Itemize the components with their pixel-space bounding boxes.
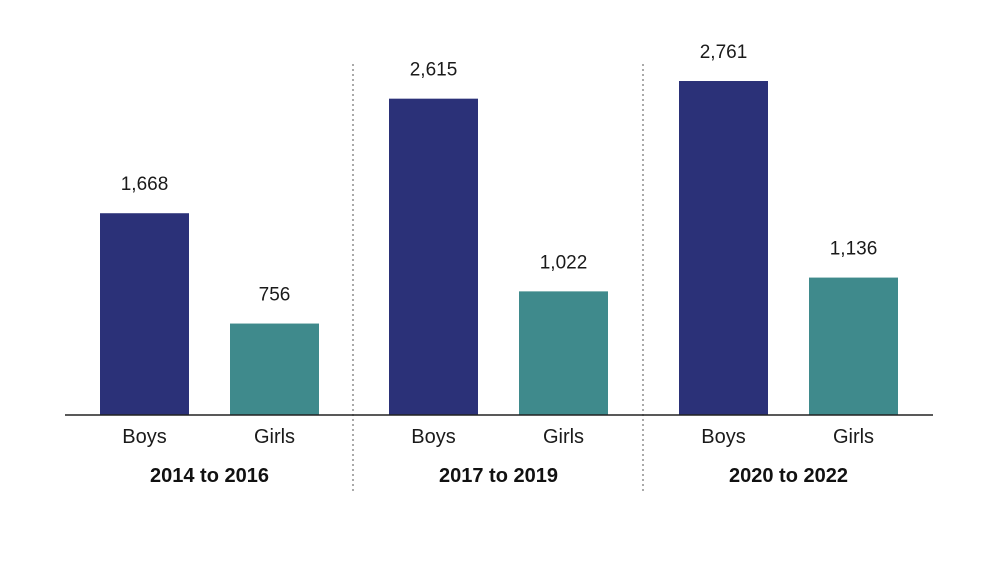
group-label-3: 2020 to 2022 [729,465,848,487]
bars-layer [100,81,898,416]
value-label-boys-group-2: 2,615 [410,60,458,81]
group-label-1: 2014 to 2016 [150,465,269,487]
labels-layer: 1,668 Boys 756 Girls 2014 to 2016 2,615 Boys 1,… [121,42,878,487]
category-label-girls-group-2: Girls [543,426,584,448]
category-label-boys-group-1: Boys [122,426,166,448]
value-label-girls-group-1: 756 [259,285,291,306]
bar-girls-group-3 [809,277,898,415]
bar-girls-group-1 [230,323,319,415]
category-label-boys-group-2: Boys [411,426,455,448]
dividers-layer [352,64,644,493]
value-label-boys-group-3: 2,761 [700,42,748,63]
group-label-2: 2017 to 2019 [439,465,558,487]
value-label-girls-group-2: 1,022 [540,252,588,273]
bar-boys-group-2 [389,98,478,415]
value-label-girls-group-3: 1,136 [830,239,878,260]
category-label-boys-group-3: Boys [701,426,745,448]
bar-girls-group-2 [519,291,608,415]
value-label-boys-group-1: 1,668 [121,174,169,195]
category-label-girls-group-3: Girls [833,426,874,448]
bar-boys-group-3 [679,81,768,416]
category-label-girls-group-1: Girls [254,426,295,448]
bar-boys-group-1 [100,213,189,415]
